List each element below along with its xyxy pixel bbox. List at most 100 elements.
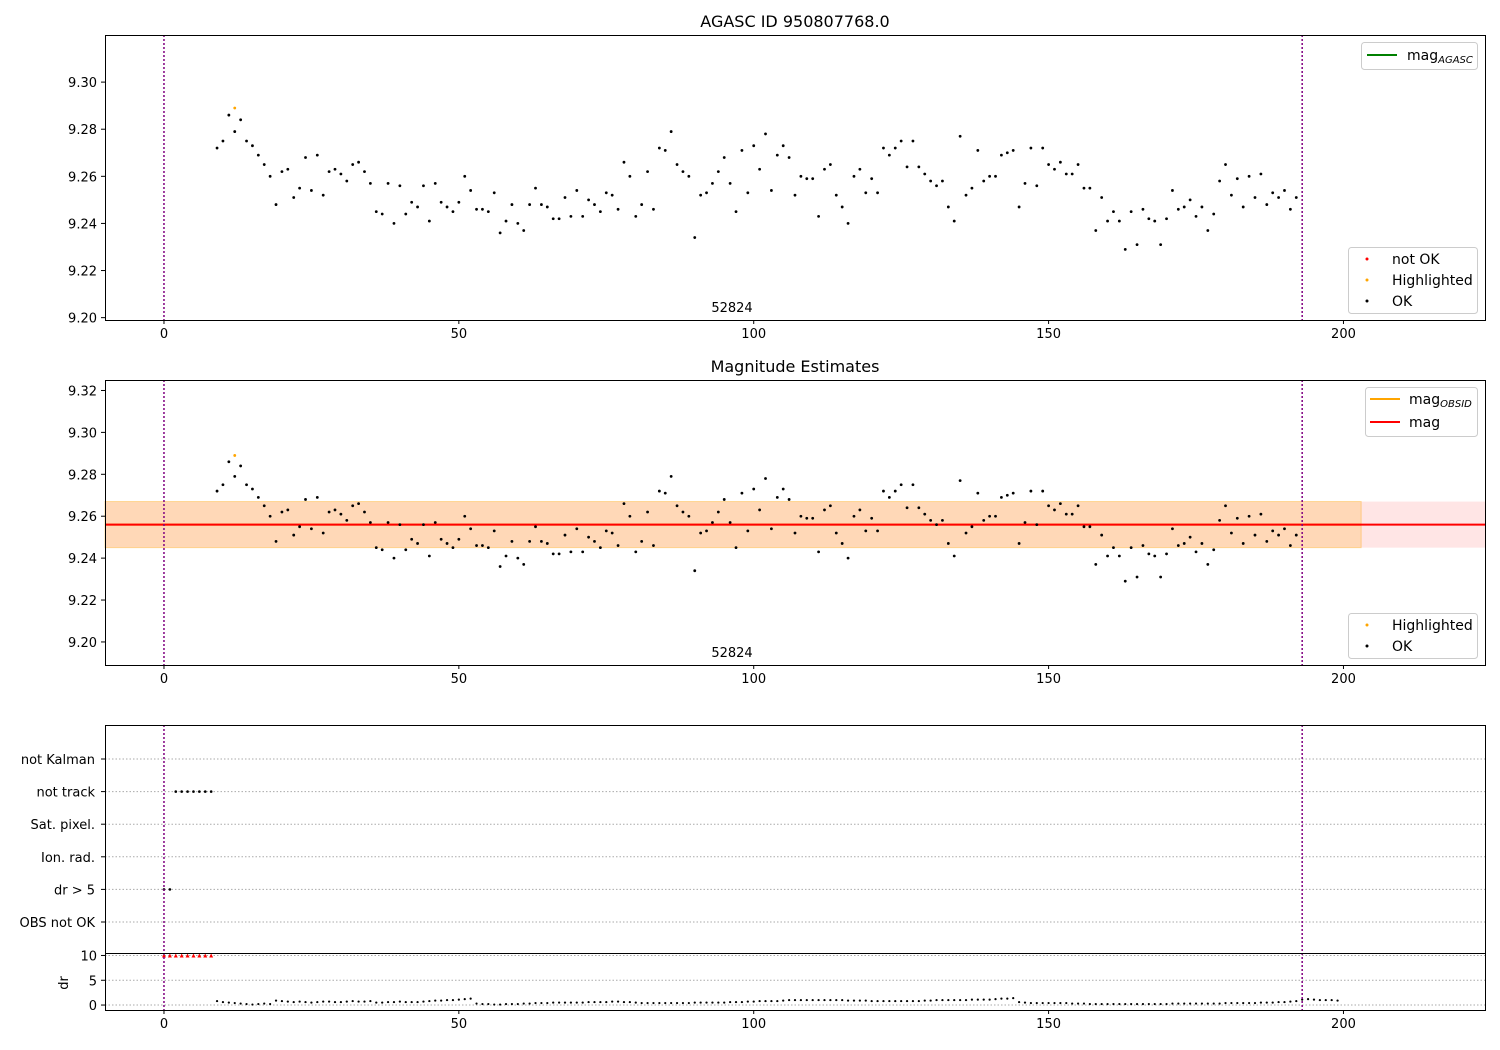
ok-point [929, 519, 933, 522]
ok-point [917, 165, 921, 169]
dr-point [381, 1001, 384, 1004]
ok-point [475, 544, 478, 547]
ok-point [740, 149, 744, 152]
ok-point [510, 203, 514, 206]
highlighted-point [233, 454, 237, 457]
dr-point [670, 1001, 673, 1005]
dr-point [504, 1002, 508, 1006]
ok-point [764, 477, 767, 480]
dr-point [1006, 997, 1009, 1000]
ok-point [952, 554, 956, 558]
y-tick-label: 9.24 [68, 217, 97, 232]
ok-point [215, 146, 219, 150]
ok-point [1241, 205, 1245, 209]
ok-point [882, 489, 885, 493]
ok-point [256, 495, 260, 499]
ok-point [675, 163, 679, 166]
ok-point [1076, 163, 1080, 166]
ok-point [787, 156, 791, 159]
dr-point [723, 1001, 726, 1004]
dr-point [705, 1001, 708, 1004]
ok-point [846, 222, 850, 225]
ok-point [298, 525, 302, 529]
dr-point [1018, 1000, 1021, 1004]
dr-point [1012, 997, 1015, 1000]
dr-clipped-marker [197, 953, 202, 958]
ok-point [1029, 489, 1033, 493]
ok-point [799, 174, 803, 178]
ok-point [994, 174, 997, 178]
ok-point [498, 565, 502, 568]
ok-point [410, 200, 414, 204]
ok-point [811, 516, 815, 520]
ok-point [481, 207, 484, 211]
ok-point [416, 205, 419, 209]
dr-tick-label: 10 [80, 949, 97, 964]
ok-point [1112, 546, 1115, 550]
panel2-obsid-label: 52824 [711, 646, 752, 661]
ok-point [486, 210, 490, 214]
ok-point [427, 554, 431, 558]
dr-point [1071, 1002, 1074, 1005]
ok-point [1035, 523, 1039, 526]
ok-point [1112, 210, 1115, 214]
ok-point [345, 179, 349, 183]
dr-point [569, 1001, 572, 1004]
dr-point [793, 998, 797, 1002]
ok-point [321, 531, 325, 535]
y-tick-label: 9.26 [68, 510, 97, 525]
y-tick-label: 9.22 [68, 594, 97, 609]
ok-point [239, 464, 243, 468]
dr-point [280, 999, 284, 1003]
dr-point [599, 1000, 602, 1004]
ok-point [1023, 181, 1027, 185]
ok-point [970, 186, 974, 190]
ok-point [262, 163, 266, 166]
ok-point [764, 132, 767, 136]
dr-point [516, 1002, 519, 1006]
legend-box [1348, 247, 1478, 314]
x-tick-label: 0 [160, 1017, 168, 1032]
dr-point [1035, 1001, 1038, 1005]
ok-point [457, 537, 461, 541]
dr-point [664, 1001, 667, 1005]
ok-point [1064, 512, 1068, 516]
ok-point [251, 144, 254, 148]
ok-point [817, 550, 820, 554]
ok-point [239, 118, 243, 122]
ok-point [1212, 212, 1216, 216]
ok-point [758, 508, 762, 512]
ok-point [516, 222, 520, 225]
ok-point [463, 514, 467, 518]
ok-point [1253, 533, 1257, 537]
ok-point [286, 167, 290, 171]
ok-point [929, 179, 933, 183]
dr-point [215, 999, 219, 1003]
ok-point [887, 495, 891, 499]
dr-clipped-marker [185, 953, 190, 958]
dr-point [522, 1002, 525, 1005]
ok-point [716, 510, 720, 514]
ok-point [292, 196, 296, 199]
ok-point [964, 193, 968, 197]
ok-point [705, 529, 708, 533]
dr-point [959, 998, 962, 1002]
dr-point [1106, 1002, 1109, 1006]
x-tick-label: 200 [1331, 1017, 1356, 1032]
ok-point [604, 191, 608, 195]
dr-clipped-marker [209, 953, 214, 958]
dr-point [782, 999, 785, 1002]
dr-point [976, 998, 979, 1001]
ok-point [551, 552, 555, 556]
ok-point [1147, 552, 1151, 556]
dr-point [363, 1000, 366, 1003]
ok-point [492, 191, 496, 195]
ok-point [711, 181, 714, 185]
ok-point [1288, 207, 1292, 211]
dr-point [788, 998, 791, 1002]
dr-point [811, 998, 814, 1002]
ok-point [693, 569, 697, 573]
dr-point [1177, 1002, 1180, 1005]
ok-point [380, 212, 384, 216]
